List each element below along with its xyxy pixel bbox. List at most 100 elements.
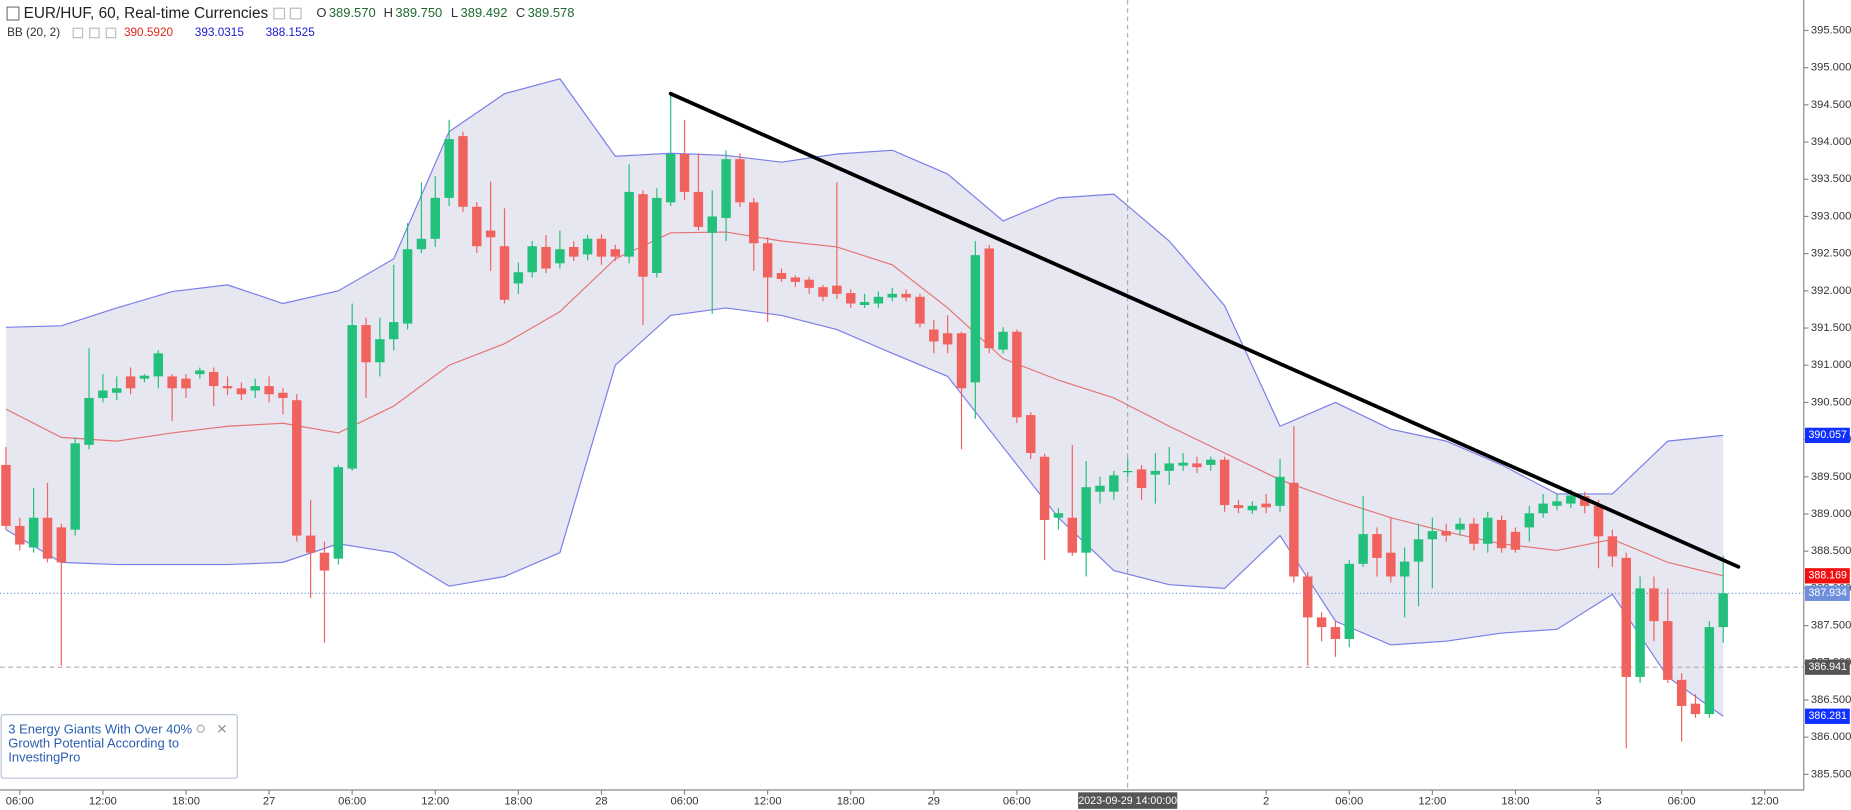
candle-body [1469, 523, 1479, 544]
candle-body [1261, 503, 1271, 508]
x-tick-label: 3 [1595, 796, 1601, 808]
x-tick-label: 18:00 [172, 796, 200, 808]
candle-body [195, 370, 205, 375]
candle-body [181, 378, 191, 389]
candle-body [1566, 495, 1576, 504]
band-lower-line [5, 307, 1724, 717]
y-tick-label: 393.500 [1811, 173, 1851, 185]
candle-body [15, 525, 25, 545]
candle-body [845, 293, 856, 304]
candle-body [361, 325, 371, 363]
candle-body [1413, 539, 1424, 562]
x-tick-label: 28 [595, 796, 607, 808]
candle-body [1427, 531, 1438, 540]
candle-body [1649, 588, 1659, 622]
y-tick-label: 395.500 [1811, 24, 1851, 36]
candle-body [1275, 476, 1285, 506]
candle-body [485, 230, 496, 238]
candle-body [1441, 531, 1451, 536]
crosshair-price-tag-bg [1804, 659, 1850, 675]
crosshair-price-tag: 386.941 [1809, 661, 1848, 673]
indicator-button [72, 27, 84, 39]
indicator-label: BB (20, 2) [7, 26, 60, 39]
x-tick-label: 2 [1263, 796, 1269, 808]
candle-body [70, 443, 80, 530]
x-tick-label: 29 [928, 796, 940, 808]
crosshair-time-label: 2023-09-29 14:00:00 [1078, 795, 1177, 807]
candle-body [749, 202, 759, 244]
ohlc-readout: O 389.570 [316, 6, 375, 21]
candle-body [1399, 561, 1410, 577]
candle-body [139, 375, 150, 379]
candle-body [679, 153, 690, 192]
x-tick-label: 06:00 [1668, 796, 1696, 808]
candle-body [984, 248, 994, 349]
header-button [273, 7, 286, 20]
x-tick-label: 12:00 [89, 796, 117, 808]
ad-close-stroke [217, 724, 226, 733]
candle-body [333, 467, 344, 559]
ohlc-value: 389.578 [528, 6, 575, 21]
candle-body [638, 194, 648, 277]
candle-body [1358, 534, 1368, 564]
candle-body [1, 464, 11, 526]
candle-body [167, 376, 177, 389]
x-tick-label: 12:00 [754, 796, 782, 808]
candle-body [735, 159, 745, 203]
ad-close[interactable] [217, 724, 226, 733]
candle-body [915, 296, 925, 324]
candle-body [236, 388, 247, 395]
indicator-button [105, 27, 117, 39]
candle-body [1095, 485, 1105, 492]
candle-body [804, 279, 814, 288]
candle-body [1150, 470, 1161, 475]
candle-body [1524, 513, 1535, 528]
last-price-tag-bg [1804, 585, 1850, 601]
band-fill [5, 78, 1724, 717]
candle-body [1704, 627, 1715, 715]
candle-body [1663, 621, 1673, 680]
x-tick-label: 18:00 [1501, 796, 1529, 808]
candle-body [665, 153, 676, 203]
x-tick-label: 12:00 [1418, 796, 1446, 808]
ohlc-value: 389.750 [395, 6, 442, 21]
upper-band-tag-bg [1804, 427, 1850, 444]
candle-body [1344, 563, 1354, 639]
y-tick-label: 391.000 [1811, 359, 1851, 371]
candle-body [1136, 469, 1147, 488]
candle-body [1289, 482, 1299, 577]
candle-body [1081, 487, 1091, 553]
candle-body [1718, 593, 1728, 628]
candle-body [1192, 463, 1202, 468]
lower-band-tag: 386.281 [1809, 710, 1848, 722]
candle-body [1206, 459, 1216, 465]
ad-text: InvestingPro [8, 750, 80, 765]
candle-body [402, 249, 413, 324]
band-upper-line [5, 78, 1724, 495]
indicator-value: 388.1525 [266, 26, 316, 39]
upper-band-tag: 390.057 [1809, 429, 1848, 441]
ohlc-key: H [384, 6, 393, 21]
ohlc-readout: H 389.750 [384, 6, 443, 21]
candle-body [1538, 503, 1548, 514]
x-tick-label: 06:00 [6, 796, 34, 808]
candle-body [1330, 627, 1341, 639]
x-tick-label: 18:00 [504, 796, 532, 808]
ohlc-readout: L 389.492 [451, 6, 507, 21]
ohlc-key: L [451, 6, 458, 21]
candle-body [430, 197, 440, 239]
indicator-button [89, 27, 100, 39]
x-tick-label: 06:00 [338, 796, 366, 808]
middle-band-tag: 388.169 [1809, 570, 1848, 582]
candle-body [98, 390, 108, 398]
ad-text: Growth Potential According to [8, 736, 179, 751]
y-tick-label: 388.500 [1811, 545, 1851, 557]
y-tick-label: 394.500 [1811, 99, 1851, 111]
candle-body [292, 400, 302, 536]
y-tick-label: 386.000 [1811, 731, 1851, 743]
candle-body [1372, 534, 1382, 558]
x-tick-label: 18:00 [837, 796, 865, 808]
candle-body [1676, 679, 1687, 706]
candle-body [901, 293, 911, 298]
